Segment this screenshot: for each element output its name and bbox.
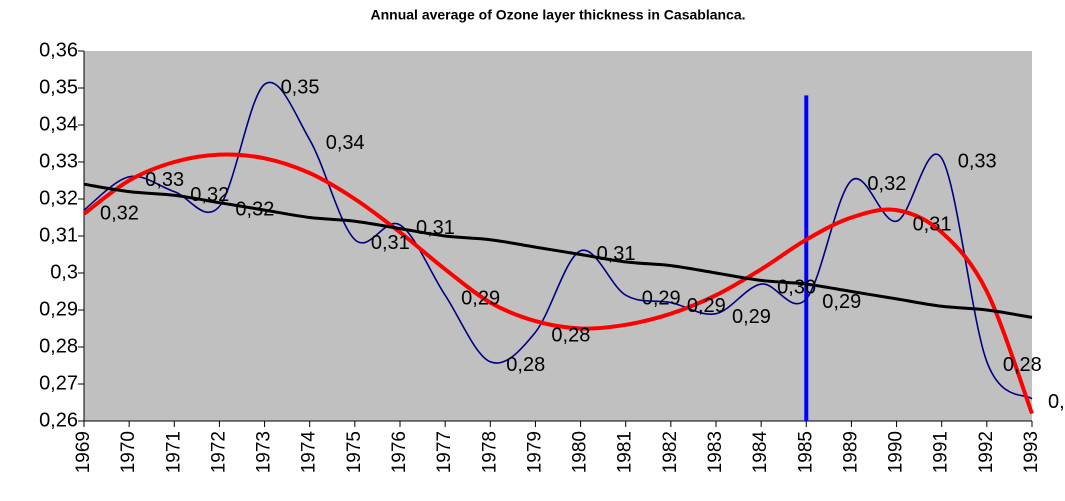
- x-tick-label: 1974: [299, 431, 320, 474]
- data-label: 0,32: [867, 173, 906, 195]
- x-tick-label: 1969: [73, 431, 94, 473]
- data-label: 0,29: [732, 306, 771, 328]
- x-tick-label: 1980: [570, 431, 591, 473]
- x-tick-label: 1981: [615, 431, 636, 473]
- data-label: 0,34: [326, 132, 365, 154]
- data-label: 0,32: [190, 184, 229, 206]
- x-tick-label: 1989: [840, 431, 861, 473]
- chart-title: Annual average of Ozone layer thickness …: [370, 7, 745, 23]
- x-tick-label: 1975: [344, 431, 365, 473]
- x-tick-label: 1992: [976, 431, 997, 473]
- data-label: 0,29: [687, 295, 726, 317]
- data-label: 0,31: [416, 217, 455, 239]
- x-tick-label: 1982: [660, 431, 681, 473]
- y-tick-label: 0,27: [39, 372, 78, 394]
- data-label: 0,27: [1048, 391, 1065, 413]
- y-tick-label: 0,32: [39, 187, 78, 209]
- x-tick-label: 1972: [208, 431, 229, 473]
- series-line: [83, 81, 1033, 400]
- data-label: 0,31: [913, 213, 952, 235]
- plot-area: [84, 51, 1032, 421]
- y-tick-label: 0,33: [39, 150, 78, 172]
- series-line: [82, 152, 1034, 415]
- x-tick-label: 1991: [931, 431, 952, 473]
- data-label: 0,30: [777, 276, 816, 298]
- y-tick-label: 0,34: [39, 113, 78, 135]
- x-tick-label: 1977: [434, 431, 455, 473]
- y-tick-label: 0,28: [39, 335, 78, 357]
- y-tick-label: 0,29: [39, 298, 78, 320]
- x-tick-label: 1990: [886, 431, 907, 473]
- x-tick-label: 1971: [163, 431, 184, 473]
- data-label: 0,28: [551, 324, 590, 346]
- y-tick-label: 0,3: [50, 261, 78, 283]
- x-tick-label: 1983: [705, 431, 726, 473]
- x-tick-label: 1993: [1021, 431, 1042, 473]
- y-tick-label: 0,35: [39, 76, 78, 98]
- data-label: 0,33: [958, 151, 997, 173]
- data-label: 0,28: [506, 354, 545, 376]
- data-label: 0,35: [281, 77, 320, 99]
- data-label: 0,32: [235, 199, 274, 221]
- data-label: 0,31: [371, 232, 410, 254]
- data-label: 0,29: [461, 287, 500, 309]
- series-line: [83, 182, 1033, 319]
- x-tick-label: 1970: [118, 431, 139, 473]
- x-tick-label: 1979: [524, 431, 545, 473]
- x-tick-label: 1973: [254, 431, 275, 473]
- data-label: 0,29: [822, 291, 861, 313]
- x-tick-label: 1985: [795, 431, 816, 473]
- data-label: 0,28: [1003, 354, 1042, 376]
- data-label: 0,29: [642, 287, 681, 309]
- data-label: 0,32: [100, 202, 139, 224]
- y-tick-label: 0,31: [39, 224, 78, 246]
- x-tick-label: 1984: [750, 431, 771, 474]
- y-tick-label: 0,36: [39, 39, 78, 61]
- data-label: 0,31: [597, 243, 636, 265]
- x-tick-label: 1978: [479, 431, 500, 473]
- data-label: 0,33: [145, 169, 184, 191]
- x-tick-label: 1976: [389, 431, 410, 473]
- y-tick-label: 0,26: [39, 409, 78, 431]
